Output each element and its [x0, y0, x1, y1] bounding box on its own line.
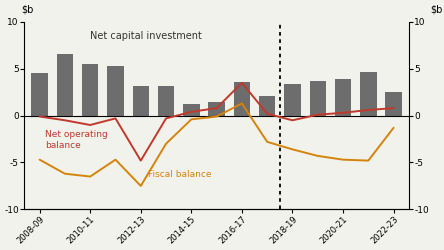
- Bar: [107, 66, 124, 116]
- Text: Net capital investment: Net capital investment: [90, 31, 202, 41]
- Bar: [234, 82, 250, 116]
- Bar: [284, 84, 301, 116]
- Text: $b: $b: [21, 4, 33, 14]
- Bar: [335, 79, 351, 116]
- Bar: [259, 96, 275, 116]
- Text: Net operating
balance: Net operating balance: [45, 130, 107, 150]
- Bar: [158, 86, 174, 116]
- Text: $b: $b: [430, 4, 443, 14]
- Text: Fiscal balance: Fiscal balance: [148, 170, 212, 179]
- Bar: [309, 81, 326, 116]
- Bar: [385, 92, 402, 116]
- Bar: [360, 72, 377, 116]
- Bar: [82, 64, 99, 116]
- Bar: [32, 74, 48, 116]
- Bar: [57, 54, 73, 116]
- Bar: [183, 104, 199, 116]
- Bar: [133, 86, 149, 116]
- Bar: [208, 102, 225, 116]
